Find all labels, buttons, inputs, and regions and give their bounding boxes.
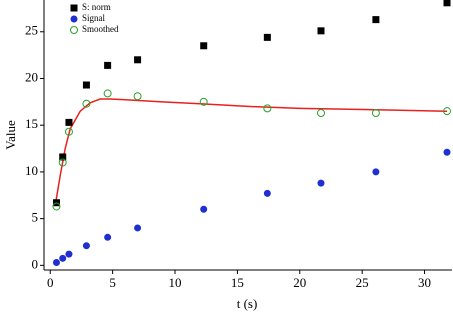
- point: [443, 148, 451, 156]
- point: [58, 158, 67, 167]
- point: [134, 224, 142, 232]
- point: [316, 109, 325, 118]
- point: [263, 104, 272, 113]
- point: [82, 99, 91, 108]
- point: [64, 127, 73, 136]
- point: [443, 0, 451, 7]
- point: [82, 242, 90, 250]
- x-tick-label: 20: [293, 275, 306, 290]
- point: [59, 254, 67, 262]
- point: [52, 202, 61, 211]
- point: [371, 109, 380, 118]
- x-tick-label: 10: [169, 275, 182, 290]
- legend-marker: [70, 15, 78, 23]
- legend-text: S: norm: [82, 2, 111, 12]
- x-tick-label: 30: [418, 275, 431, 290]
- point: [443, 107, 452, 116]
- y-axis-label: Value: [3, 120, 18, 150]
- y-tick-label: 20: [25, 69, 38, 84]
- point: [317, 27, 325, 35]
- x-tick-label: 0: [47, 275, 54, 290]
- point: [317, 179, 325, 187]
- point: [372, 168, 380, 176]
- point: [199, 97, 208, 106]
- point: [65, 250, 73, 258]
- x-tick-label: 5: [109, 275, 116, 290]
- point: [52, 259, 60, 267]
- legend-text: Signal: [82, 13, 106, 23]
- y-tick-label: 0: [32, 256, 39, 271]
- legend-marker: [70, 26, 78, 34]
- x-axis-label: t (s): [237, 296, 258, 311]
- point: [133, 92, 142, 101]
- legend-marker: [70, 4, 78, 12]
- point: [200, 42, 208, 50]
- point: [200, 205, 208, 213]
- y-tick-label: 10: [25, 163, 38, 178]
- point: [372, 16, 380, 24]
- fit-line: [54, 98, 448, 206]
- point: [103, 89, 112, 98]
- point: [263, 189, 271, 197]
- x-tick-label: 15: [231, 275, 244, 290]
- legend-text: Smoothed: [82, 24, 119, 34]
- x-tick-label: 25: [356, 275, 369, 290]
- y-tick-label: 15: [25, 116, 38, 131]
- point: [65, 118, 73, 126]
- point: [263, 33, 271, 41]
- y-tick-label: 25: [25, 23, 38, 38]
- point: [104, 61, 112, 69]
- point: [134, 56, 142, 64]
- point: [104, 233, 112, 241]
- y-tick-label: 5: [32, 210, 39, 225]
- point: [82, 81, 90, 89]
- point: [59, 153, 67, 161]
